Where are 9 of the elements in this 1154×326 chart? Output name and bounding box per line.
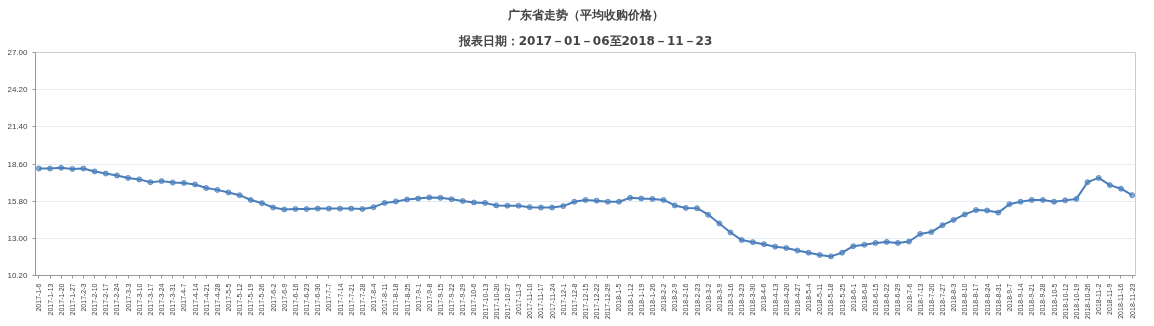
y-tick-label: 24.20 — [7, 85, 29, 95]
y-tick-label: 15.80 — [7, 196, 29, 206]
y-tick-label: 27.00 — [7, 48, 29, 57]
chart-subtitle: 报表日期：2017－01－06至2018－11－23 — [457, 33, 713, 48]
y-tick-label: 18.60 — [7, 159, 29, 169]
y-tick-label: 21.40 — [7, 122, 29, 132]
y-tick-label: 10.20 — [7, 271, 29, 280]
y-tick-label: 13.00 — [7, 233, 29, 243]
chart-title: 广东省走势（平均收购价格） — [506, 7, 664, 22]
